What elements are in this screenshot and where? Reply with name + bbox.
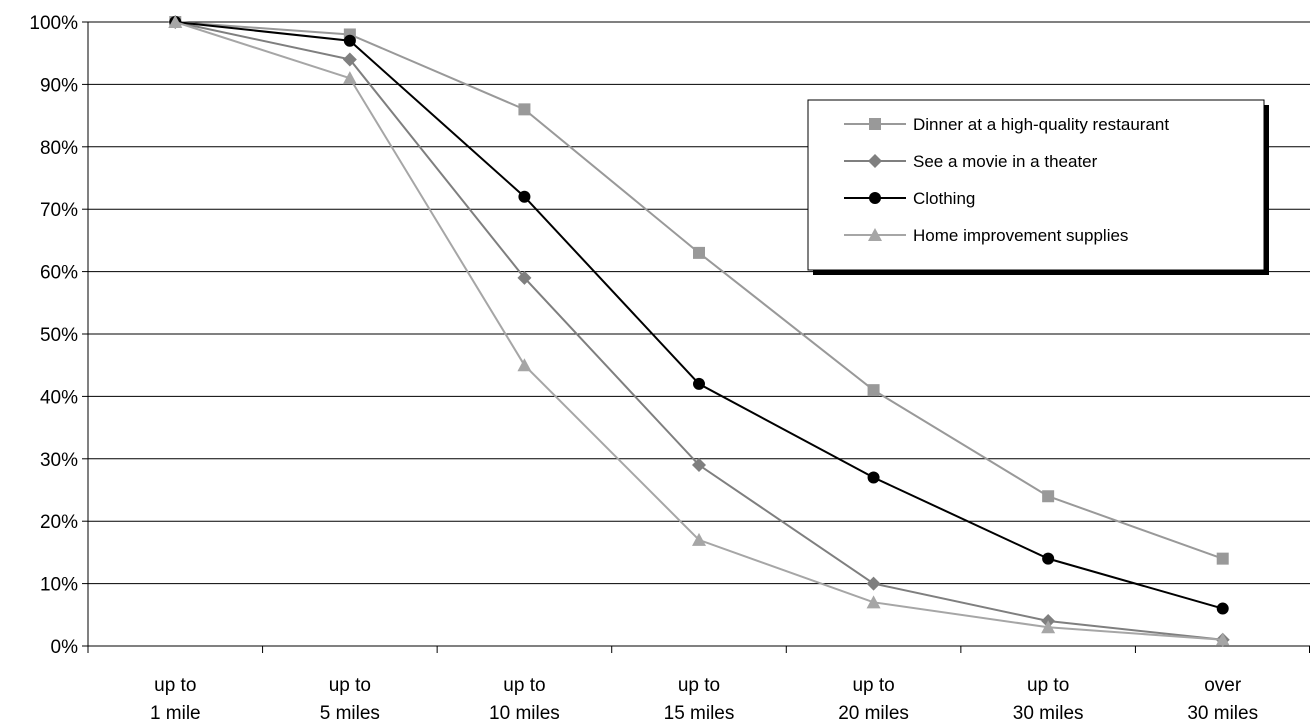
series-circle [169,16,1229,615]
data-point [518,190,531,203]
x-tick-label: up to 30 miles [1013,675,1084,724]
y-tick-label: 20% [40,512,78,533]
y-tick-label: 0% [51,637,79,658]
y-tick-label: 60% [40,263,78,284]
x-tick-label: up to 15 miles [664,675,735,724]
x-tick-label: up to 1 mile [150,675,201,724]
y-tick-label: 70% [40,200,78,221]
data-point [342,71,357,85]
data-point [866,576,881,591]
legend-swatch-marker [868,228,882,241]
data-point [518,103,531,116]
y-tick-label: 80% [40,138,78,159]
y-tick-label: 40% [40,387,78,408]
legend-item: Home improvement supplies [844,226,1128,245]
data-point [1042,552,1055,565]
y-tick-label: 10% [40,575,78,596]
x-tick-label: up to 5 miles [320,675,380,724]
x-axis-ticks: up to 1 mile up to 5 miles up to 10 miles up t… [87,646,1310,724]
data-point [867,471,880,484]
legend-item: See a movie in a theater [844,152,1098,171]
y-axis-ticks: 0% 10% 20% 30% 40% 50% 60% 70% 80% 90% 100% [29,13,88,658]
data-point [168,15,183,28]
data-point [693,246,705,259]
x-tick-label: up to 20 miles [838,675,909,724]
legend-swatch-marker [869,192,881,204]
legend-item: Dinner at a high-quality restaurant [844,115,1169,134]
data-point [1042,490,1055,503]
data-point [692,458,706,473]
series-square [169,16,1229,565]
data-point [1215,632,1230,646]
data-point [867,384,880,397]
legend-swatch-marker [868,154,882,168]
data-point [343,34,356,47]
legend-item: Clothing [844,189,975,208]
data-point [342,52,357,67]
legend-box [807,99,1265,271]
data-point [866,595,881,609]
data-point [693,377,705,390]
data-point [1041,620,1056,634]
data-point [517,358,532,372]
series-group [168,15,1230,647]
gridlines [88,21,1310,585]
data-point [1216,552,1229,565]
x-tick-label: up to 10 miles [489,675,560,724]
y-tick-label: 30% [40,450,78,471]
legend-label: Clothing [913,189,975,208]
y-tick-label: 50% [40,325,78,346]
data-point [692,532,706,546]
data-point [1216,602,1229,615]
legend-label: See a movie in a theater [913,152,1098,171]
data-point [517,270,532,285]
series-triangle [168,15,1230,646]
y-tick-label: 100% [29,13,78,34]
legend-label: Dinner at a high-quality restaurant [913,115,1169,134]
legend: Dinner at a high-quality restaurant See a… [807,99,1269,275]
legend-label: Home improvement supplies [913,226,1128,245]
legend-swatch-marker [869,118,881,130]
y-tick-label: 90% [40,75,78,96]
x-tick-label: over 30 miles [1187,675,1258,724]
